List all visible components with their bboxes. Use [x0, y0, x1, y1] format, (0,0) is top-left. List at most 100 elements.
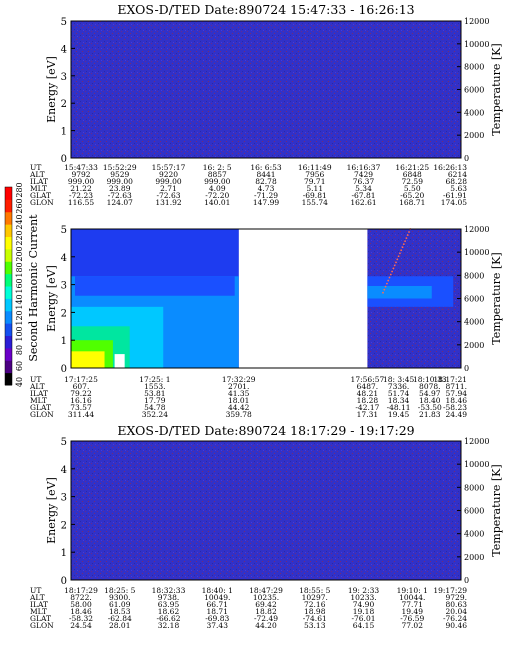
- orbit-table: UTALTILATMLTGLATGLON18:17:298722.58.0018…: [29, 586, 467, 630]
- orbit-cell: 72.59: [402, 177, 424, 186]
- orbit-cell: 16:21:25: [395, 163, 429, 172]
- orbit-cell: 18.01: [228, 396, 249, 405]
- orbit-row-label: ILAT: [30, 177, 48, 186]
- orbit-cell: -72.63: [108, 191, 132, 200]
- orbit-cell: 66.71: [207, 600, 228, 609]
- colorbar-tick-label: 120: [15, 310, 24, 325]
- colorbar-swatch: [5, 347, 12, 361]
- orbit-cell: -72.20: [205, 191, 229, 200]
- flux-band: [75, 276, 235, 296]
- orbit-cell: 607.: [73, 382, 90, 391]
- colorbar-swatch: [5, 335, 12, 349]
- orbit-row-label: GLAT: [30, 191, 51, 200]
- orbit-cell: 6848: [403, 170, 422, 179]
- orbit-cell: 77.02: [402, 621, 424, 630]
- colorbar-tick-label: 260: [15, 198, 24, 213]
- colorbar-swatch: [5, 372, 12, 386]
- y2-tick-label: 4000: [464, 318, 484, 327]
- temperature-point: [408, 231, 410, 233]
- orbit-cell: 64.15: [353, 621, 375, 630]
- orbit-cell: 18.53: [109, 607, 131, 616]
- orbit-cell: 18.82: [255, 607, 277, 616]
- orbit-cell: 9300.: [109, 593, 130, 602]
- orbit-cell: 359.78: [226, 410, 252, 419]
- y-tick-label: 0: [61, 364, 67, 375]
- orbit-cell: 20.04: [446, 607, 468, 616]
- orbit-cell: -72.49: [254, 614, 278, 623]
- orbit-cell: 5.11: [306, 184, 323, 193]
- orbit-cell: 9220: [159, 170, 178, 179]
- orbit-cell: 79.71: [304, 177, 325, 186]
- temperature-point: [397, 255, 400, 258]
- orbit-cell: 10297.: [302, 593, 328, 602]
- orbit-cell: 41.35: [228, 389, 250, 398]
- y-tick-label: 4: [61, 44, 67, 55]
- temperature-point: [401, 246, 404, 249]
- orbit-cell: 8857: [208, 170, 227, 179]
- y-tick-label: 5: [61, 437, 67, 448]
- y2-tick-label: 8000: [464, 271, 484, 280]
- orbit-cell: 4.73: [258, 184, 275, 193]
- y2-tick-label: 10000: [464, 460, 489, 469]
- orbit-cell: 1553.: [144, 382, 165, 391]
- orbit-cell: 17:56:57: [351, 375, 385, 384]
- orbit-cell: 2701.: [228, 382, 249, 391]
- temperature-point: [386, 282, 388, 285]
- y-axis-label: Energy [eV]: [45, 56, 58, 123]
- colorbar-tick-label: 40: [15, 377, 24, 387]
- y-tick-label: 1: [61, 127, 67, 138]
- orbit-cell: 18.28: [357, 396, 379, 405]
- temperature-point: [389, 273, 392, 276]
- y-tick-label: 4: [61, 465, 67, 476]
- orbit-cell: 19: 2:33: [348, 586, 380, 595]
- orbit-row-label: ALT: [29, 170, 45, 179]
- spectrogram-background: [71, 21, 461, 158]
- colorbar-tick-label: 200: [15, 246, 24, 261]
- orbit-cell: 18:40: 1: [202, 586, 233, 595]
- orbit-cell: 18:32:33: [152, 586, 186, 595]
- y2-tick-label: 2000: [464, 341, 484, 350]
- y2-axis-label: Temperature [K]: [490, 464, 503, 556]
- spectrogram-panel-3: EXOS-D/TED Date:890724 18:17:29 - 19:17:…: [29, 423, 503, 630]
- colorbar-swatch: [5, 236, 12, 250]
- temperature-point: [382, 291, 384, 294]
- orbit-cell: 4.09: [209, 184, 226, 193]
- orbit-cell: 74.90: [353, 600, 375, 609]
- orbit-row-label: GLON: [30, 621, 54, 630]
- colorbar-swatch: [5, 286, 12, 299]
- orbit-cell: 352.24: [142, 410, 168, 419]
- orbit-cell: -76.01: [351, 614, 375, 623]
- orbit-cell: 15:57:17: [152, 163, 186, 172]
- y-tick-label: 5: [61, 17, 67, 28]
- y2-tick-label: 12000: [464, 17, 489, 26]
- orbit-cell: 2.71: [160, 184, 177, 193]
- orbit-cell: 17:32:29: [222, 375, 256, 384]
- orbit-cell: 6214: [448, 170, 467, 179]
- colorbar-label: Second Harmonic Current: [27, 214, 40, 362]
- orbit-cell: 10235.: [253, 593, 279, 602]
- colorbar-tick-label: 140: [15, 294, 24, 309]
- orbit-cell: -53.50: [418, 403, 442, 412]
- temperature-point: [393, 264, 396, 267]
- orbit-cell: 7336.: [388, 382, 409, 391]
- y2-tick-label: 2000: [464, 553, 484, 562]
- orbit-cell: 18:17:29: [64, 586, 98, 595]
- orbit-cell: 18:55: 5: [299, 586, 331, 595]
- orbit-cell: -76.24: [443, 614, 467, 623]
- temperature-point: [388, 276, 391, 279]
- orbit-cell: 19:10: 1: [397, 586, 428, 595]
- y2-tick-label: 0: [464, 576, 469, 585]
- orbit-cell: 18:10:33: [413, 375, 447, 384]
- orbit-row-label: UT: [30, 586, 41, 595]
- orbit-row-label: ALT: [29, 382, 45, 391]
- orbit-row-label: UT: [30, 163, 41, 172]
- flux-region-max: [71, 351, 105, 368]
- orbit-cell: 77.71: [402, 600, 423, 609]
- orbit-cell: -72.23: [69, 191, 93, 200]
- orbit-cell: 18.62: [158, 607, 180, 616]
- temperature-point: [383, 288, 386, 291]
- orbit-cell: -69.83: [205, 614, 229, 623]
- orbit-cell: 18:17:21: [433, 375, 467, 384]
- orbit-cell: -58.23: [443, 403, 467, 412]
